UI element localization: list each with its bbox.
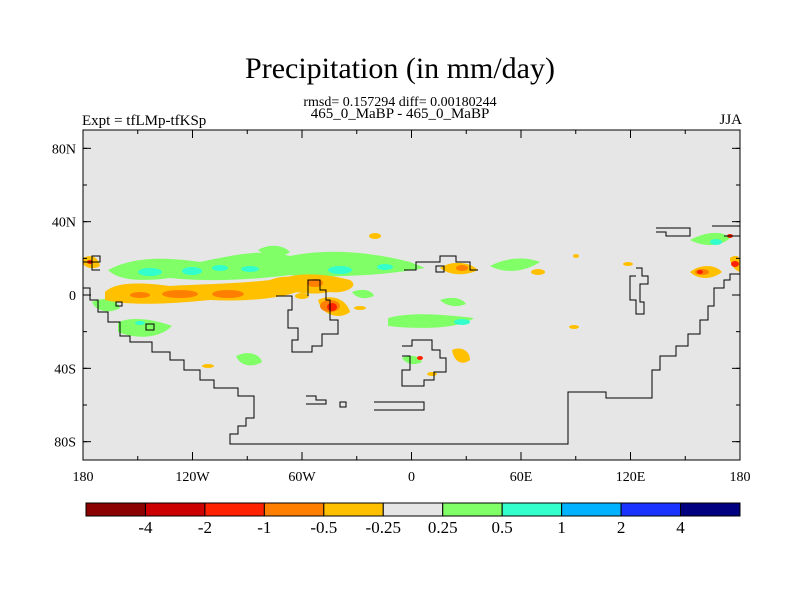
plot-title: Precipitation (in mm/day)	[245, 52, 555, 85]
contour-area-green	[440, 297, 466, 307]
coastline	[83, 273, 740, 445]
coastline	[404, 255, 478, 271]
contour-area-red	[697, 270, 703, 274]
coastline	[435, 265, 445, 273]
colorbar-swatch	[561, 502, 622, 517]
axis-ticks	[82, 130, 741, 460]
contour-area-green	[236, 353, 262, 366]
colorbar-label: 0.5	[491, 518, 513, 537]
contour-area-orange	[105, 276, 312, 304]
colorbar	[85, 502, 741, 517]
contour-area-cyan	[377, 264, 393, 270]
coastline	[306, 395, 327, 405]
precipitation-anomaly-layer	[83, 232, 740, 376]
y-tick-label: 80N	[52, 142, 76, 157]
contour-area-cyan	[138, 268, 162, 276]
colorbar-swatch	[263, 502, 325, 517]
colorbar-label: 0.25	[427, 518, 458, 537]
contour-area-orange	[427, 372, 437, 376]
contour-area-cyan	[710, 239, 722, 245]
coastline	[374, 401, 425, 411]
y-tick-label: 80S	[54, 436, 76, 451]
contour-area-red	[417, 356, 423, 360]
y-tick-label: 40S	[54, 362, 76, 377]
contour-area-orange	[573, 254, 579, 258]
contour-area-orange	[354, 306, 366, 310]
stats-line: rmsd= 0.157294 diff= 0.00180244	[303, 95, 497, 110]
coastline	[276, 279, 339, 353]
contour-area-orange	[569, 325, 579, 329]
colorbar-label: 2	[616, 518, 626, 537]
y-tick-label: 0	[69, 289, 76, 304]
period-line: 465_0_MaBP - 465_0_MaBP	[310, 106, 490, 122]
experiment-label: Expt = tfLMp-tfKSp	[82, 113, 207, 129]
x-tick-label: 120E	[616, 470, 646, 485]
contour-area-dark-orange	[130, 292, 150, 298]
colorbar-label: 4	[676, 518, 685, 537]
contour-area-green	[92, 299, 120, 312]
contour-area-orange	[531, 269, 545, 275]
contour-area-green	[352, 289, 374, 299]
contour-area-cyan	[182, 267, 202, 275]
contour-area-orange	[369, 233, 381, 239]
x-tick-label: 0	[408, 470, 415, 485]
contour-area-orange	[452, 348, 470, 363]
coastline	[629, 267, 649, 315]
colorbar-swatch	[323, 502, 384, 517]
axis-tick-labels: 180 120W 60W 0 60E 120E 180 80N 40N 0 40S 80S	[52, 142, 751, 485]
coastline	[91, 255, 101, 263]
colorbar-label: -4	[138, 518, 153, 537]
contour-area-green	[118, 319, 172, 337]
colorbar-swatch	[442, 502, 503, 517]
coastline-outlines	[83, 225, 740, 445]
coastline	[339, 401, 347, 408]
contour-area-orange	[202, 364, 214, 368]
coastline	[145, 323, 155, 331]
colorbar-swatch	[501, 502, 563, 517]
x-tick-label: 60E	[510, 470, 533, 485]
contour-area-cyan	[241, 266, 259, 272]
coastline	[401, 339, 447, 387]
contour-area-cyan	[212, 265, 228, 271]
x-tick-label: 120W	[175, 470, 210, 485]
colorbar-label: 1	[557, 518, 566, 537]
contour-area-dark-orange	[162, 290, 198, 298]
colorbar-label: -1	[257, 518, 272, 537]
contour-area-dark-orange	[212, 290, 244, 298]
colorbar-label: -0.25	[365, 518, 401, 537]
x-tick-label: 60W	[288, 470, 316, 485]
contour-area-dark-orange	[456, 265, 468, 271]
colorbar-swatch	[620, 502, 682, 517]
contour-area-cyan	[135, 321, 145, 325]
x-tick-label: 180	[73, 470, 94, 485]
contour-area-dark-orange	[307, 279, 323, 287]
season-label: JJA	[719, 112, 742, 128]
colorbar-label: -0.5	[310, 518, 338, 537]
contour-area-cyan	[328, 266, 352, 274]
contour-area-red	[327, 303, 337, 311]
y-tick-label: 40N	[52, 216, 76, 231]
contour-area-orange	[623, 262, 633, 266]
coastline	[656, 227, 691, 237]
x-tick-label: 180	[730, 470, 751, 485]
colorbar-swatch	[85, 502, 146, 517]
colorbar-swatch	[382, 502, 444, 517]
contour-area-red	[731, 261, 739, 267]
contour-area-green	[402, 355, 422, 365]
colorbar-swatch	[680, 502, 741, 517]
coastline	[115, 301, 123, 307]
colorbar-swatch	[144, 502, 206, 517]
contour-area-orange	[295, 293, 309, 299]
contour-area-cyan	[454, 319, 470, 325]
contour-area-green	[490, 258, 540, 271]
coastline	[83, 261, 100, 271]
contour-area-green	[258, 245, 290, 257]
contour-area-green	[388, 314, 474, 328]
colorbar-swatch	[204, 502, 265, 517]
colorbar-label: -2	[197, 518, 212, 537]
